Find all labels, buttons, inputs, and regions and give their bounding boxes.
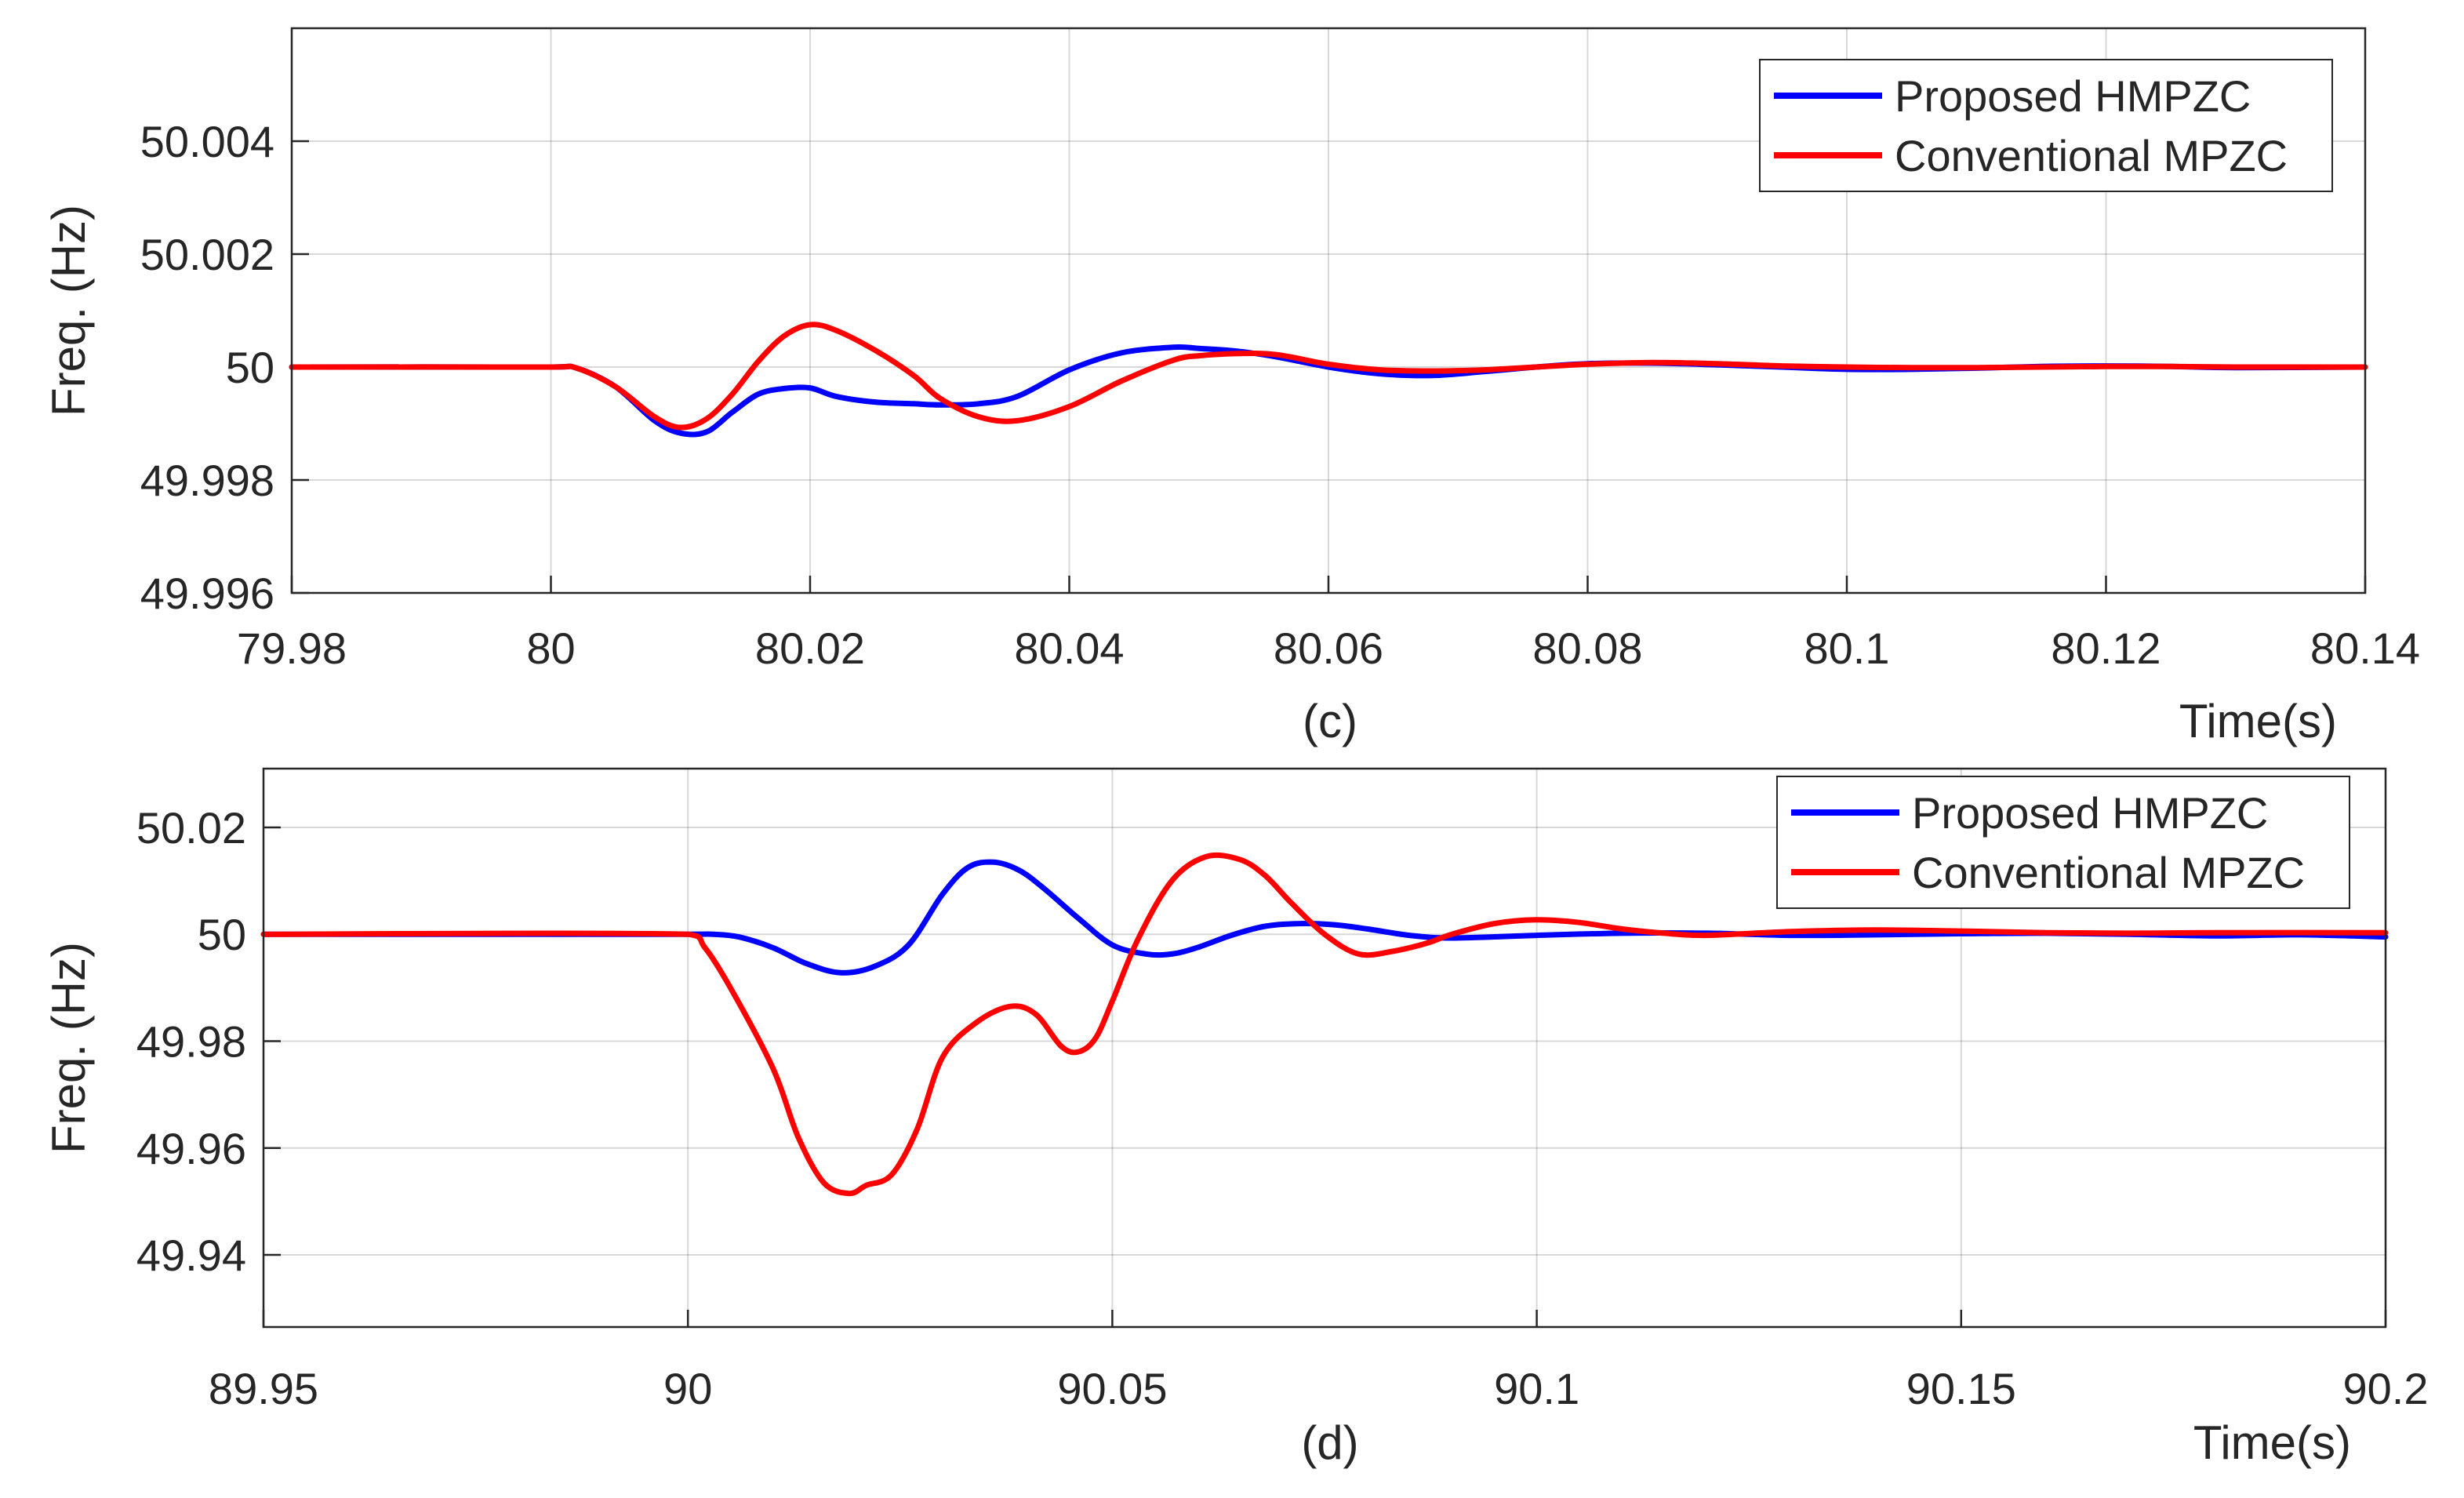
y-tick-label: 49.94 (136, 1231, 246, 1280)
series-line-conventional-mpzc (289, 322, 2368, 431)
y-tick-label: 49.998 (140, 456, 274, 505)
x-tick-labels: 79.98 80 80.02 80.04 80.06 80.08 80.1 80.12 80.1… (237, 624, 2420, 673)
y-tick-label: 50.02 (136, 803, 246, 853)
legend-box (1776, 776, 2350, 909)
x-tick-label: 90 (663, 1364, 712, 1413)
y-tick-labels: 49.94 49.96 49.98 50 50.02 (136, 803, 246, 1280)
series-line-proposed-hmpzc (260, 859, 2389, 976)
y-tick-label: 49.98 (136, 1016, 246, 1066)
legend-label-conventional: Conventional MPZC (1895, 131, 2288, 180)
legend-label-proposed: Proposed HMPZC (1912, 788, 2268, 838)
panel-caption: (c) (1303, 695, 1357, 747)
x-tick-label: 89.95 (209, 1364, 318, 1413)
x-tick-label: 90.2 (2343, 1364, 2429, 1413)
x-axis-label: Time(s) (2179, 695, 2337, 747)
y-tick-label: 50 (198, 910, 246, 959)
x-tick-label: 80.12 (2051, 624, 2161, 673)
x-tick-label: 80.04 (1014, 624, 1124, 673)
series-line-conventional-mpzc (260, 852, 2389, 1197)
x-tick-label: 90.05 (1057, 1364, 1167, 1413)
chart-panel-c: 79.98 80 80.02 80.04 80.06 80.08 80.1 80.12 80.1… (42, 27, 2420, 747)
y-tick-labels: 49.996 49.998 50 50.002 50.004 (140, 117, 274, 618)
x-tick-label: 80.08 (1532, 624, 1642, 673)
x-axis-label: Time(s) (2193, 1416, 2351, 1469)
y-tick-label: 50.004 (140, 117, 274, 166)
x-tick-label: 79.98 (237, 624, 347, 673)
legend-label-proposed: Proposed HMPZC (1895, 71, 2251, 121)
y-tick-label: 49.996 (140, 569, 274, 618)
series-layer (289, 322, 2368, 438)
y-tick-label: 50 (226, 343, 274, 392)
x-tick-label: 80.14 (2310, 624, 2420, 673)
plot-frame (290, 27, 2367, 594)
x-tick-label: 80 (526, 624, 575, 673)
legend: Proposed HMPZC Conventional MPZC (1776, 776, 2350, 909)
x-tick-label: 80.02 (755, 624, 865, 673)
x-tick-label: 80.1 (1804, 624, 1890, 673)
panel-caption: (d) (1301, 1416, 1358, 1469)
legend-box (1759, 59, 2333, 192)
legend-label-conventional: Conventional MPZC (1912, 848, 2305, 897)
y-tick-label: 50.002 (140, 230, 274, 279)
y-tick-label: 49.96 (136, 1124, 246, 1173)
x-tick-label: 90.15 (1906, 1364, 2016, 1413)
y-axis-label: Freq. (Hz) (42, 942, 95, 1154)
x-tick-label: 80.06 (1274, 624, 1383, 673)
legend: Proposed HMPZC Conventional MPZC (1759, 59, 2333, 192)
plot-frame (262, 767, 2387, 1329)
chart-panel-d: 89.95 90 90.05 90.1 90.15 90.2 49.9449.9649.9… (42, 767, 2429, 1469)
y-axis-label: Freq. (Hz) (42, 205, 95, 416)
series-layer (260, 852, 2389, 1197)
x-tick-label: 90.1 (1494, 1364, 1579, 1413)
x-tick-labels: 89.95 90 90.05 90.1 90.15 90.2 (209, 1364, 2429, 1413)
